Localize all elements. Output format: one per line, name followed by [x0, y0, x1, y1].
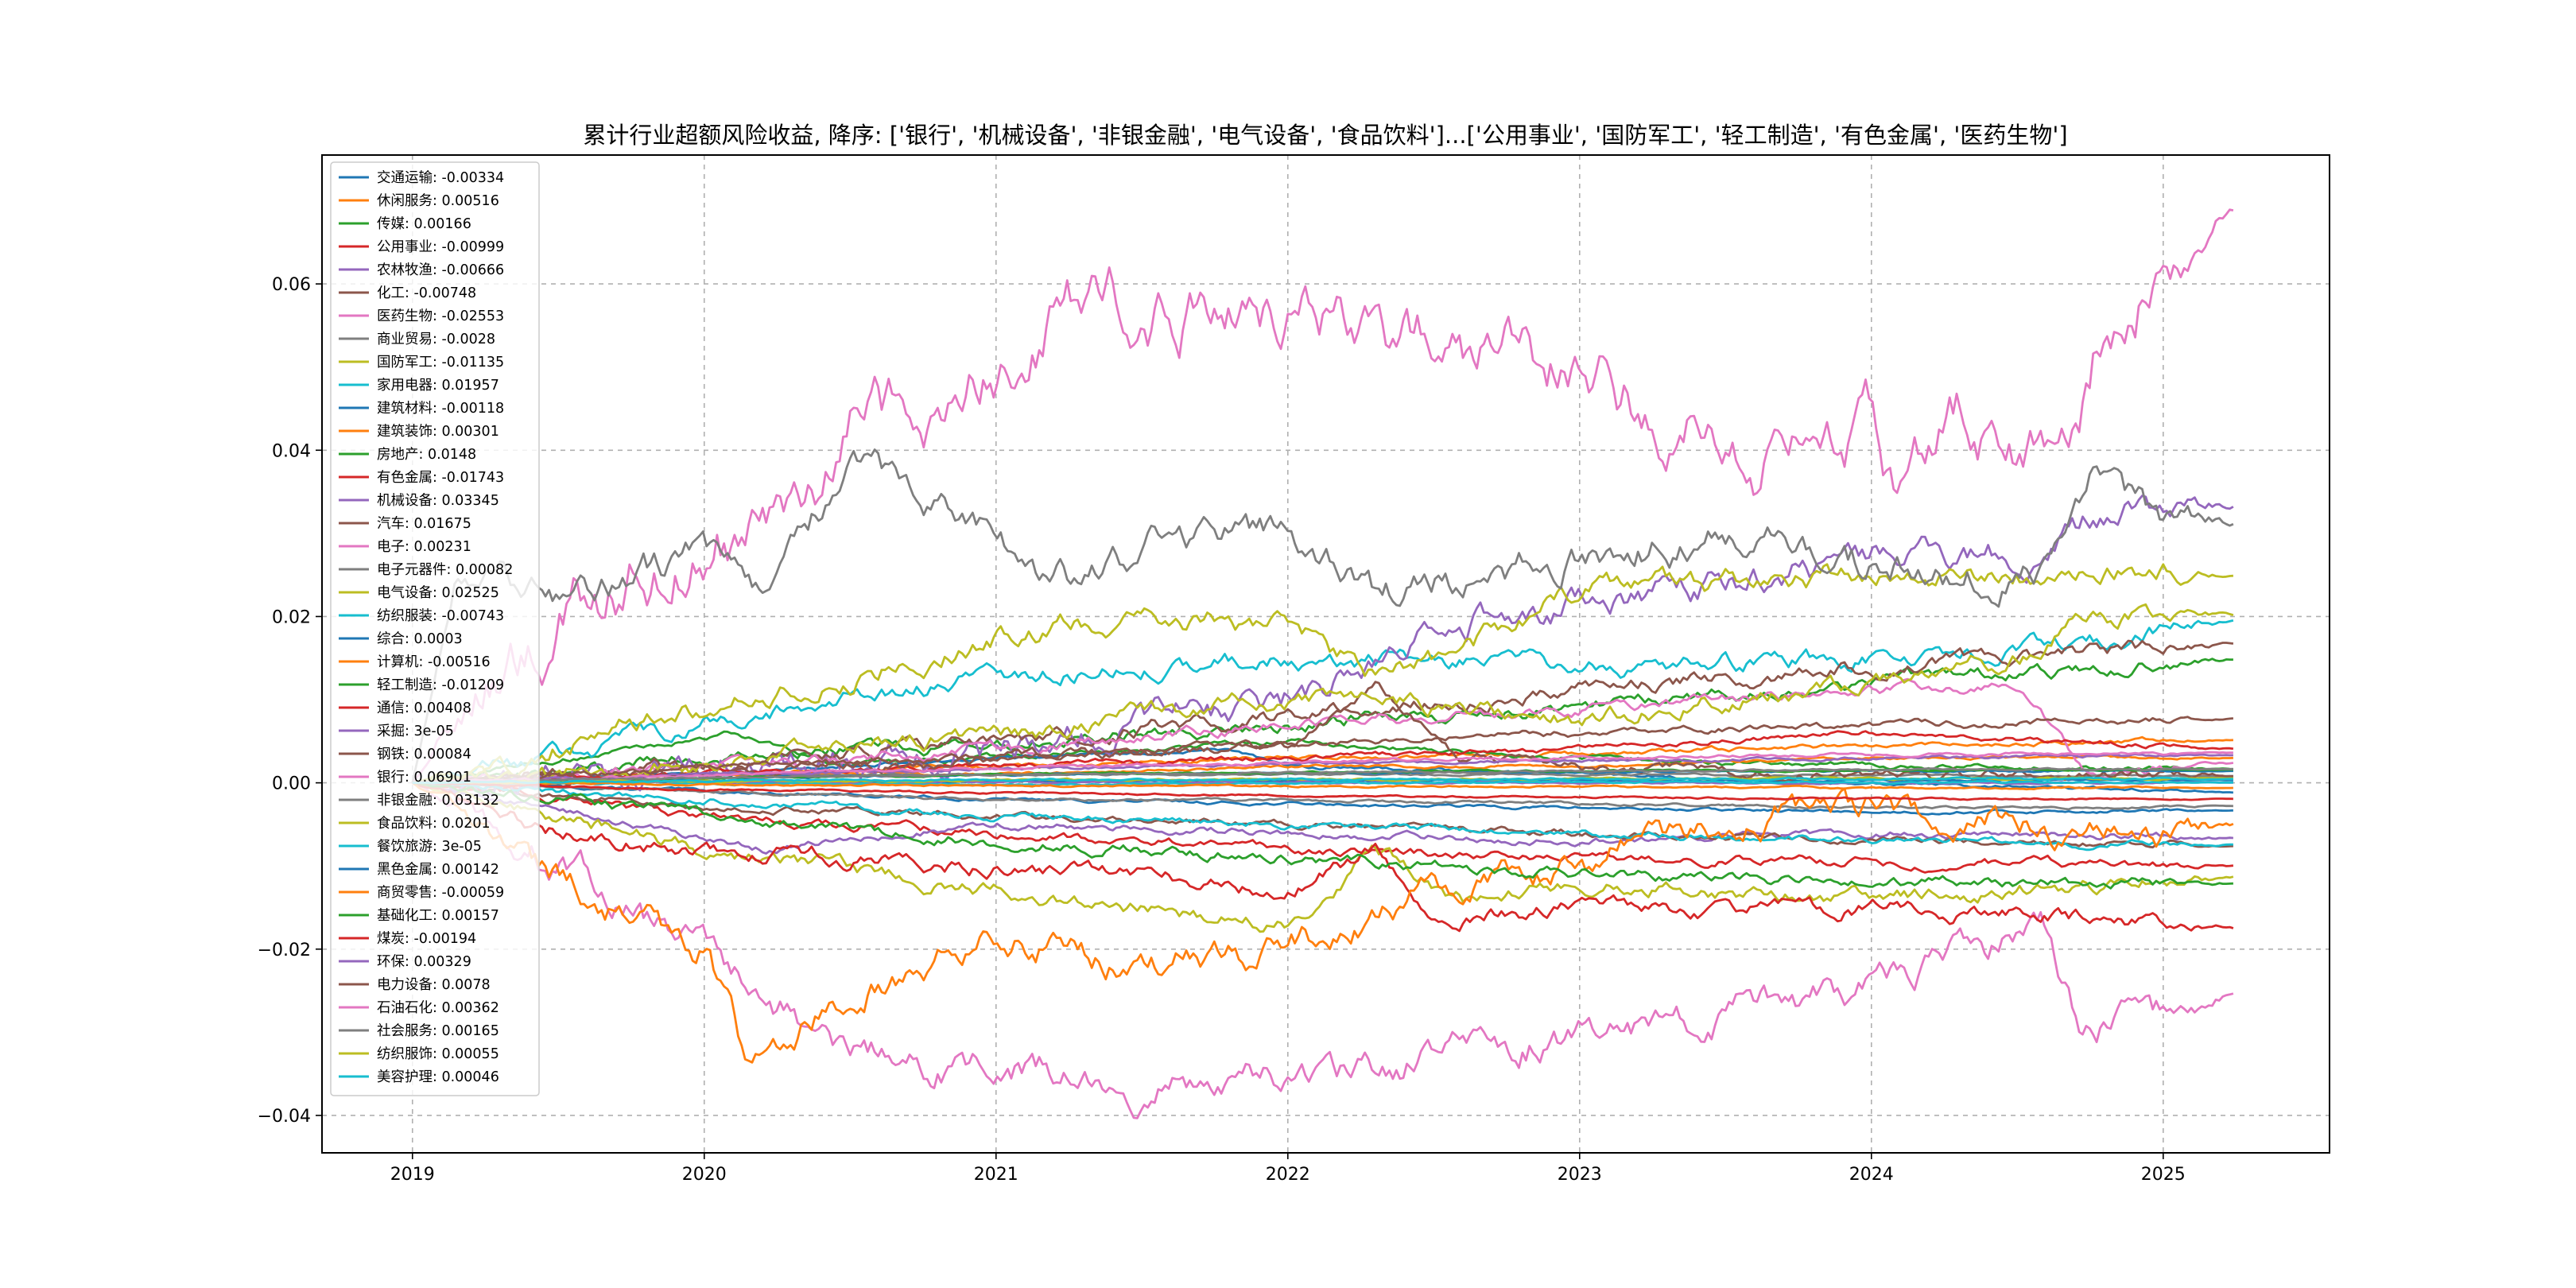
series-line [412, 782, 2233, 890]
legend-label: 商贸零售: -0.00059 [377, 885, 504, 901]
x-tick-label: 2024 [1849, 1165, 1894, 1185]
series-line [412, 782, 2234, 874]
legend-label: 纺织服饰: 0.00055 [377, 1046, 499, 1062]
legend-label: 休闲服务: 0.00516 [377, 193, 499, 209]
legend-label: 环保: 0.00329 [377, 954, 471, 970]
series-line [412, 782, 2233, 852]
x-tick-label: 2019 [390, 1165, 435, 1185]
legend-label: 电气设备: 0.02525 [377, 585, 499, 601]
legend-label: 房地产: 0.0148 [377, 447, 476, 463]
legend-label: 汽车: 0.01675 [377, 516, 471, 532]
y-tick-label: −0.04 [258, 1107, 311, 1127]
x-axis: 2019 2020 2021 2022 2023 2024 2025 [390, 1153, 2186, 1185]
series-line [412, 782, 2233, 811]
series-line [412, 776, 2233, 785]
series-line [412, 782, 2233, 801]
x-tick-label: 2023 [1558, 1165, 1602, 1185]
legend-label: 医药生物: -0.02553 [377, 308, 504, 324]
legend-label: 有色金属: -0.01743 [377, 470, 504, 486]
y-tick-label: 0.00 [272, 774, 311, 794]
legend-label: 煤炭: -0.00194 [377, 931, 476, 947]
legend-label: 石油石化: 0.00362 [377, 1000, 499, 1016]
legend-label: 采掘: 3e-05 [377, 724, 454, 739]
x-tick-label: 2021 [974, 1165, 1018, 1185]
chart-title: 累计行业超额风险收益, 降序: ['银行', '机械设备', '非银金融', '… [583, 122, 2067, 149]
y-tick-label: 0.04 [272, 441, 311, 461]
legend-label: 电子: 0.00231 [377, 539, 471, 555]
legend-label: 国防军工: -0.01135 [377, 355, 504, 370]
series-lines [411, 208, 2234, 1119]
legend-label: 钢铁: 0.00084 [377, 747, 471, 762]
series-line [412, 782, 2234, 933]
legend-label: 基础化工: 0.00157 [377, 908, 499, 924]
series-line [412, 563, 2233, 784]
y-axis: −0.04 −0.02 0.00 0.02 0.04 0.06 [258, 275, 322, 1127]
legend-box [330, 161, 540, 1096]
legend: 交通运输: -0.00334 休闲服务: 0.00516 传媒: 0.00166 公用… [330, 161, 540, 1096]
legend-label: 建筑装饰: 0.00301 [377, 424, 499, 440]
legend-label: 公用事业: -0.00999 [377, 239, 504, 255]
legend-label: 银行: 0.06901 [377, 770, 471, 786]
x-tick-label: 2025 [2141, 1165, 2186, 1185]
plot-frame [321, 154, 2330, 1154]
legend-label: 交通运输: -0.00334 [377, 170, 504, 186]
legend-label: 化工: -0.00748 [377, 285, 476, 301]
legend-label: 农林牧渔: -0.00666 [377, 262, 504, 278]
legend-label: 电力设备: 0.0078 [377, 977, 491, 993]
series-line [412, 782, 2234, 1064]
legend-label: 食品饮料: 0.0201 [377, 816, 491, 832]
legend-label: 非银金融: 0.03132 [377, 793, 499, 809]
legend-label: 通信: 0.00408 [377, 700, 471, 716]
series-line [412, 677, 2234, 784]
legend-label: 电子元器件: 0.00082 [377, 562, 513, 578]
series-line [412, 782, 2234, 1119]
legend-label: 黑色金属: 0.00142 [377, 862, 499, 878]
legend-label: 商业贸易: -0.0028 [377, 332, 495, 347]
legend-label: 纺织服装: -0.00743 [377, 608, 504, 624]
legend-label: 传媒: 0.00166 [377, 216, 471, 232]
legend-label: 美容护理: 0.00046 [377, 1069, 499, 1085]
legend-label: 建筑材料: -0.00118 [377, 401, 504, 417]
x-tick-label: 2020 [682, 1165, 727, 1185]
legend-label: 机械设备: 0.03345 [377, 493, 499, 509]
series-line [412, 603, 2234, 784]
series-line [412, 716, 2234, 784]
legend-label: 综合: 0.0003 [377, 631, 463, 647]
y-tick-label: 0.02 [272, 607, 311, 627]
y-tick-label: 0.06 [272, 275, 311, 295]
legend-label: 轻工制造: -0.01209 [377, 677, 504, 693]
series-line [411, 208, 2234, 784]
series-line [412, 766, 2233, 784]
series-line [412, 782, 2233, 791]
y-tick-label: −0.02 [258, 941, 311, 960]
legend-label: 社会服务: 0.00165 [377, 1023, 499, 1039]
legend-label: 餐饮旅游: 3e-05 [377, 839, 482, 855]
x-tick-label: 2022 [1266, 1165, 1310, 1185]
series-line [411, 448, 2234, 783]
legend-label: 计算机: -0.00516 [377, 654, 491, 670]
series-line [412, 619, 2234, 784]
series-line [412, 751, 2233, 784]
legend-label: 家用电器: 0.01957 [377, 378, 499, 394]
series-line [412, 782, 2234, 933]
